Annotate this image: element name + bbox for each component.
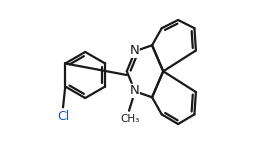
Text: CH₃: CH₃ (120, 114, 139, 124)
Text: N: N (129, 44, 139, 57)
Text: Cl: Cl (57, 110, 69, 123)
Text: N: N (129, 84, 139, 97)
